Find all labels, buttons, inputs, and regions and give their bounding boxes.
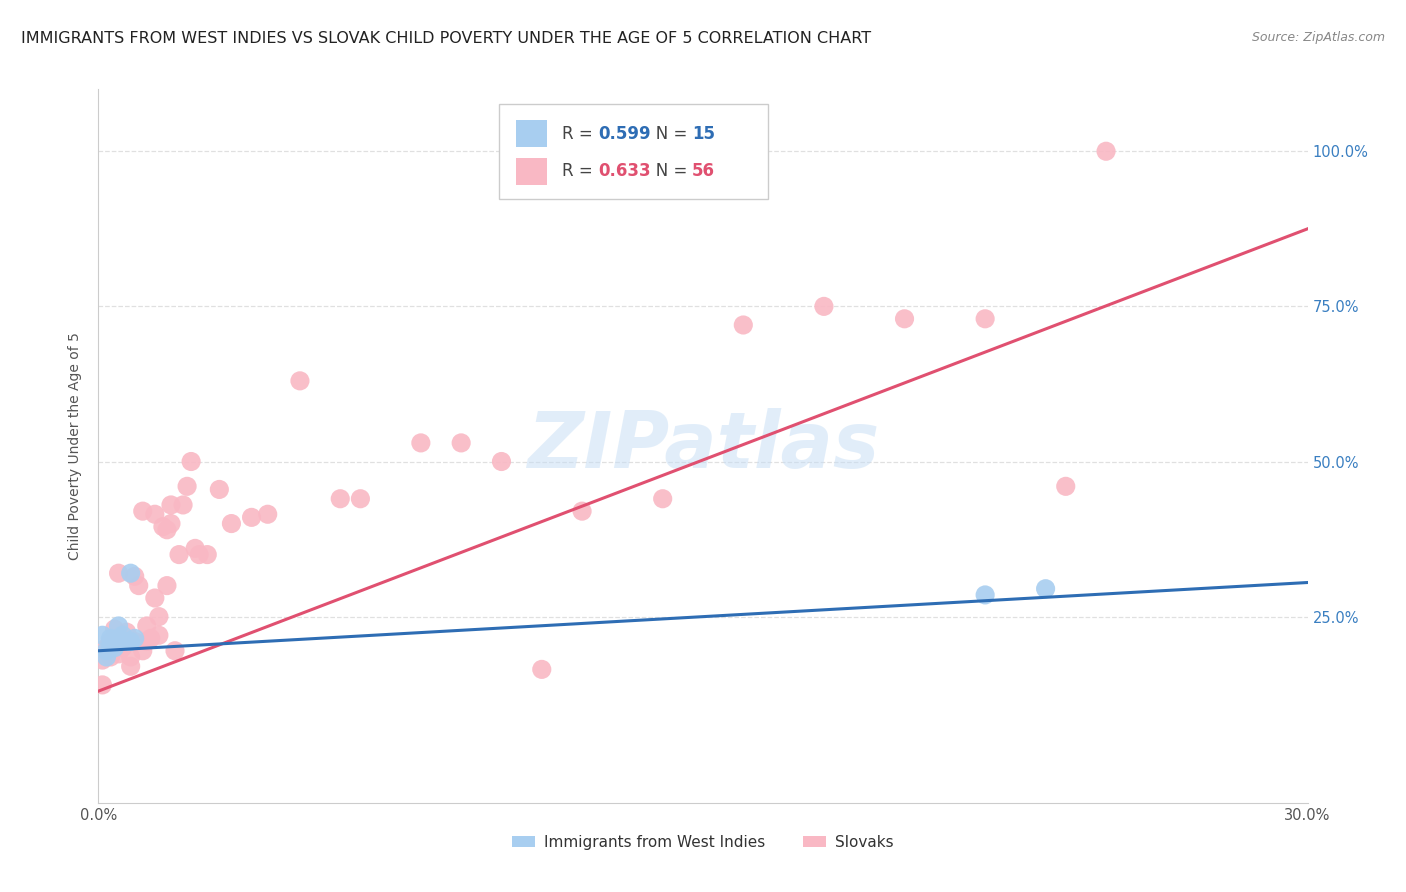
Point	[103, 634, 125, 648]
Point	[893, 311, 915, 326]
Point	[120, 659, 142, 673]
Point	[160, 498, 183, 512]
Point	[124, 569, 146, 583]
Point	[1095, 145, 1118, 159]
Point	[156, 523, 179, 537]
Point	[120, 634, 142, 648]
Point	[111, 640, 134, 655]
Point	[103, 622, 125, 636]
Point	[491, 454, 513, 468]
Point	[132, 504, 155, 518]
Point	[143, 591, 166, 605]
Text: N =: N =	[640, 162, 693, 180]
Point	[139, 632, 162, 646]
FancyBboxPatch shape	[499, 104, 768, 199]
Point	[288, 374, 311, 388]
Point	[813, 299, 835, 313]
Point	[124, 634, 146, 648]
Text: 0.633: 0.633	[598, 162, 651, 180]
Point	[240, 510, 263, 524]
Point	[1054, 479, 1077, 493]
Point	[100, 650, 122, 665]
Text: ZIPatlas: ZIPatlas	[527, 408, 879, 484]
Point	[208, 483, 231, 497]
Point	[148, 609, 170, 624]
Text: IMMIGRANTS FROM WEST INDIES VS SLOVAK CHILD POVERTY UNDER THE AGE OF 5 CORRELATI: IMMIGRANTS FROM WEST INDIES VS SLOVAK CH…	[21, 31, 872, 46]
Point	[184, 541, 207, 556]
Point	[152, 519, 174, 533]
Text: 56: 56	[692, 162, 716, 180]
Point	[221, 516, 243, 531]
Point	[120, 650, 142, 665]
Text: R =: R =	[561, 162, 598, 180]
Point	[100, 632, 122, 646]
Point	[115, 634, 138, 648]
Point	[409, 436, 432, 450]
Point	[135, 619, 157, 633]
Text: Source: ZipAtlas.com: Source: ZipAtlas.com	[1251, 31, 1385, 45]
Point	[651, 491, 673, 506]
Point	[128, 579, 150, 593]
Point	[160, 516, 183, 531]
Point	[163, 644, 186, 658]
Point	[91, 678, 114, 692]
Point	[450, 436, 472, 450]
Point	[180, 454, 202, 468]
Point	[148, 628, 170, 642]
Point	[96, 640, 118, 655]
Point	[156, 579, 179, 593]
Point	[733, 318, 755, 332]
Point	[176, 479, 198, 493]
Point	[172, 498, 194, 512]
Point	[195, 548, 218, 562]
FancyBboxPatch shape	[516, 158, 547, 185]
Point	[96, 650, 118, 665]
Point	[91, 628, 114, 642]
Point	[1035, 582, 1057, 596]
Text: 15: 15	[692, 125, 716, 143]
Point	[329, 491, 352, 506]
Point	[349, 491, 371, 506]
Point	[974, 311, 997, 326]
Legend: Immigrants from West Indies, Slovaks: Immigrants from West Indies, Slovaks	[506, 829, 900, 855]
Text: 0.599: 0.599	[598, 125, 651, 143]
Point	[974, 588, 997, 602]
Point	[103, 640, 125, 655]
Point	[96, 644, 118, 658]
Point	[124, 632, 146, 646]
Point	[100, 634, 122, 648]
Point	[107, 619, 129, 633]
FancyBboxPatch shape	[516, 120, 547, 147]
Point	[135, 634, 157, 648]
Point	[115, 625, 138, 640]
Point	[256, 508, 278, 522]
Point	[111, 628, 134, 642]
Point	[120, 566, 142, 581]
Point	[571, 504, 593, 518]
Point	[91, 653, 114, 667]
Point	[132, 644, 155, 658]
Point	[100, 640, 122, 655]
Point	[188, 548, 211, 562]
Text: R =: R =	[561, 125, 598, 143]
Y-axis label: Child Poverty Under the Age of 5: Child Poverty Under the Age of 5	[69, 332, 83, 560]
Text: N =: N =	[640, 125, 693, 143]
Point	[167, 548, 190, 562]
Point	[530, 662, 553, 676]
Point	[107, 647, 129, 661]
Point	[107, 566, 129, 581]
Point	[143, 508, 166, 522]
